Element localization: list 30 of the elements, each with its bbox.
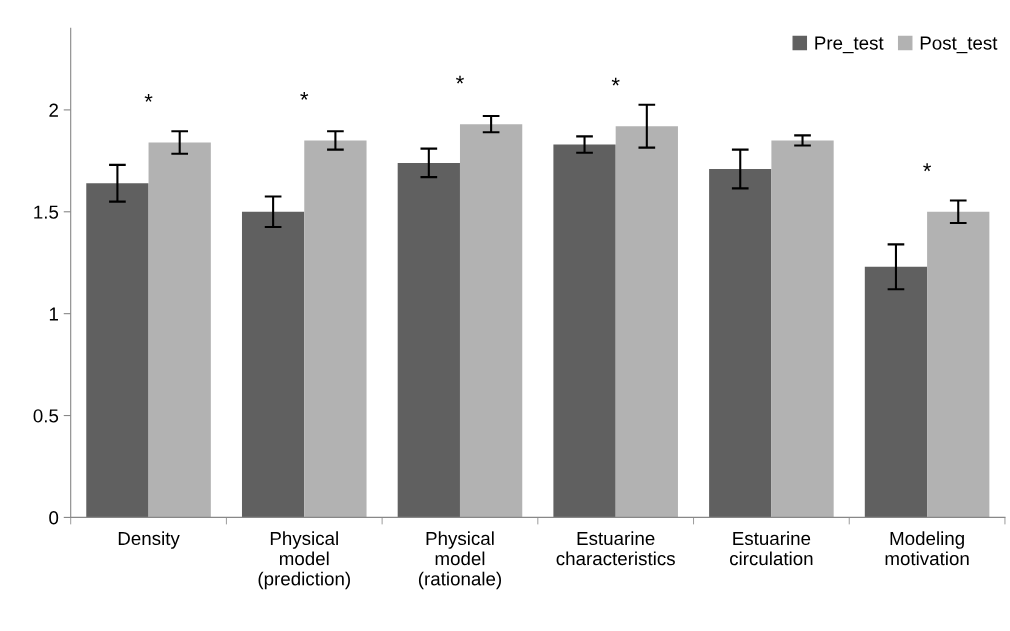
y-tick-label: 0 — [49, 511, 59, 525]
x-tick-label: Estuarine circulation — [729, 531, 813, 566]
x-tick-label: Physical model (rationale) — [418, 531, 502, 590]
x-tick-label: Density — [118, 531, 180, 549]
bar — [864, 266, 928, 518]
x-tick-label: Modeling motivation — [885, 531, 969, 566]
y-tick-label: 0.5 — [33, 409, 59, 423]
bar — [615, 126, 678, 518]
y-tick-label: 1.5 — [34, 205, 59, 219]
bar — [927, 211, 990, 518]
x-tick-label: Physical model (prediction) — [258, 531, 350, 590]
bar — [397, 162, 460, 518]
bar — [709, 168, 772, 518]
legend-label: Pre_test — [815, 36, 884, 54]
x-tick-label: Estuarine characteristics — [556, 531, 675, 566]
bar — [553, 144, 616, 518]
legend-label: Post_test — [920, 36, 998, 54]
bar — [771, 140, 834, 518]
bar — [459, 124, 523, 518]
annotation: * — [456, 75, 464, 84]
bar — [241, 211, 305, 518]
bar — [86, 183, 149, 518]
annotation: * — [144, 94, 153, 102]
y-tick-label: 1 — [49, 307, 58, 321]
annotation: * — [611, 77, 620, 86]
bar — [304, 140, 367, 518]
annotation: * — [923, 163, 932, 172]
annotation: * — [300, 92, 309, 100]
bar — [148, 142, 211, 518]
y-tick-label: 2 — [49, 103, 58, 117]
